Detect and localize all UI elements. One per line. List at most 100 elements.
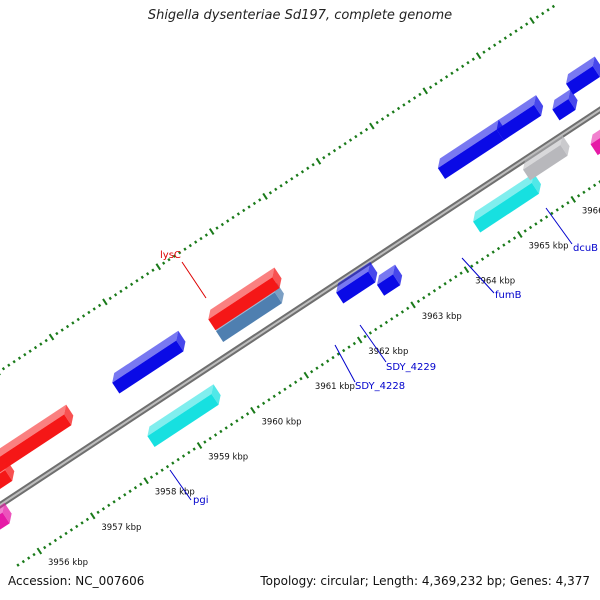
feature-top-face — [552, 89, 571, 110]
major-tick — [570, 195, 577, 203]
gene-label-leader — [334, 344, 356, 383]
feature-top-face — [496, 95, 536, 130]
gene-feature[interactable] — [204, 267, 285, 331]
minor-tick — [322, 156, 326, 160]
scale-label: 3961 kbp — [315, 382, 355, 392]
minor-tick — [199, 236, 203, 241]
minor-tick — [332, 148, 337, 153]
minor-tick — [407, 99, 411, 104]
minor-tick — [347, 345, 351, 349]
gene-label[interactable]: pgi — [193, 495, 208, 506]
minor-tick — [438, 285, 442, 289]
minor-tick — [523, 229, 527, 233]
minor-tick — [519, 25, 523, 30]
major-tick — [102, 298, 108, 306]
minor-tick — [459, 271, 463, 275]
minor-tick — [402, 103, 406, 107]
major-tick — [155, 263, 162, 271]
major-tick — [262, 192, 268, 200]
major-tick — [517, 231, 523, 238]
minor-tick — [43, 545, 47, 550]
feature-face — [552, 98, 576, 121]
minor-tick — [44, 338, 48, 343]
feature-side-face — [272, 267, 282, 289]
gene-feature[interactable] — [587, 123, 600, 156]
gene-feature[interactable] — [373, 264, 406, 296]
minor-tick — [509, 32, 513, 37]
minor-tick — [380, 117, 385, 121]
gene-feature[interactable] — [0, 460, 18, 504]
minor-tick — [80, 521, 84, 525]
minor-tick — [412, 96, 417, 100]
gene-label-leader — [169, 469, 192, 501]
major-tick — [250, 406, 256, 414]
minor-tick — [178, 250, 182, 255]
minor-tick — [406, 306, 410, 311]
minor-tick — [151, 268, 155, 272]
gene-feature[interactable] — [332, 261, 381, 304]
gene-feature[interactable] — [549, 89, 582, 121]
minor-tick — [448, 278, 453, 282]
minor-tick — [252, 201, 257, 206]
gene-feature[interactable] — [469, 173, 545, 233]
minor-tick — [539, 218, 543, 223]
minor-tick — [293, 380, 298, 384]
scale-label: 3964 kbp — [475, 277, 515, 287]
minor-tick — [48, 542, 52, 546]
minor-tick — [176, 457, 180, 462]
gene-feature[interactable] — [562, 56, 600, 95]
feature-face — [566, 66, 600, 95]
backbone-highlight — [0, 108, 600, 507]
minor-tick — [386, 113, 390, 118]
feature-top-face — [523, 135, 563, 170]
minor-tick — [53, 538, 58, 543]
minor-tick — [311, 163, 315, 167]
gene-label[interactable]: SDY_4229 — [386, 362, 436, 373]
minor-tick — [194, 240, 198, 244]
minor-tick — [364, 127, 369, 132]
minor-tick — [242, 208, 246, 213]
gene-feature[interactable] — [144, 384, 225, 448]
minor-tick — [551, 4, 556, 9]
minor-tick — [219, 429, 223, 434]
gene-feature[interactable] — [0, 502, 15, 533]
gene-label[interactable]: lysC — [160, 250, 181, 261]
gene-label[interactable]: fumB — [495, 290, 522, 301]
minor-tick — [443, 282, 447, 286]
minor-tick — [7, 363, 11, 367]
feature-face — [523, 144, 568, 181]
major-tick — [196, 442, 203, 450]
minor-tick — [85, 517, 90, 522]
feature-face — [376, 274, 401, 296]
gene-feature[interactable] — [108, 330, 189, 394]
minor-tick — [277, 391, 282, 395]
minor-tick — [315, 366, 319, 370]
minor-tick — [300, 170, 305, 174]
minor-tick — [60, 328, 64, 332]
minor-tick — [498, 39, 502, 44]
minor-tick — [129, 282, 134, 286]
minor-tick — [181, 454, 186, 458]
gene-feature[interactable] — [0, 404, 77, 475]
minor-tick — [135, 279, 139, 283]
minor-tick — [28, 349, 32, 353]
feature-face — [0, 414, 72, 475]
minor-tick — [112, 500, 116, 504]
gene-label[interactable]: dcuB — [573, 243, 598, 254]
gene-label[interactable]: SDY_4228 — [355, 381, 405, 392]
gene-feature[interactable] — [519, 135, 573, 181]
minor-tick — [560, 204, 565, 209]
gene-label-leader — [461, 257, 495, 294]
minor-tick — [113, 293, 118, 297]
minor-tick — [416, 299, 421, 304]
major-tick — [356, 336, 363, 344]
feature-top-face — [336, 261, 371, 293]
minor-tick — [97, 303, 102, 308]
minor-tick — [368, 331, 373, 335]
feature-side-face — [368, 261, 378, 283]
gene-feature[interactable] — [493, 95, 547, 141]
label-layer: 3956 kbp 3957 kbp 3958 kbp 3959 kbp 3960 kbp… — [48, 206, 600, 568]
minor-tick — [391, 110, 395, 114]
inner-ruler — [16, 180, 600, 567]
minor-tick — [587, 187, 591, 191]
